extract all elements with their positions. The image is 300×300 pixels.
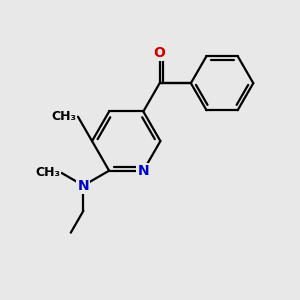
Text: N: N <box>137 164 149 178</box>
Text: O: O <box>154 46 166 60</box>
Text: N: N <box>78 178 89 193</box>
Text: CH₃: CH₃ <box>35 167 60 179</box>
Text: CH₃: CH₃ <box>51 110 76 123</box>
